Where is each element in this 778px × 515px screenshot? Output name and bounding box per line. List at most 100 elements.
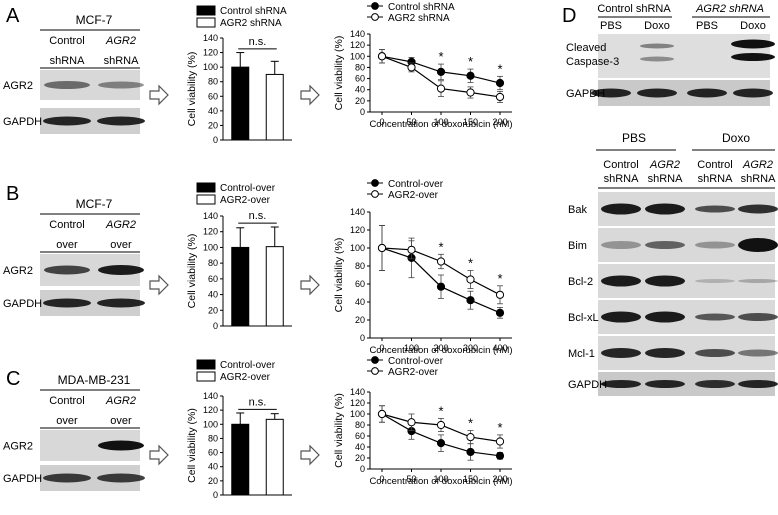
y-tick-label: 100 xyxy=(350,409,365,419)
blot-band xyxy=(601,241,641,249)
data-point-control xyxy=(466,296,475,305)
significance-star: * xyxy=(468,54,473,69)
significance-star: * xyxy=(438,403,443,418)
bar-control xyxy=(231,423,250,496)
y-tick-label: 100 xyxy=(350,243,365,253)
blot-band xyxy=(645,348,685,358)
y-tick-label: 20 xyxy=(208,305,218,315)
data-point-control xyxy=(495,78,505,88)
blot-band xyxy=(645,380,685,388)
bottom-lane-label: Control xyxy=(603,159,638,171)
blot-label-gapdh: GAPDH xyxy=(3,473,42,485)
y-tick-label: 0 xyxy=(213,490,218,500)
legend-label: AGR2 shRNA xyxy=(388,13,450,24)
blot-band-agr2 xyxy=(44,265,90,275)
blot-label-agr2: AGR2 xyxy=(3,80,33,92)
data-point-agr2 xyxy=(407,418,416,427)
data-point-control xyxy=(466,447,475,457)
x-axis-label: Concentration of doxorubicin (nM) xyxy=(369,119,512,130)
y-tick-label: 80 xyxy=(208,433,218,443)
bottom-lane-label: AGR2 xyxy=(742,159,773,171)
blot-band-caspase3 xyxy=(731,53,775,61)
cell-line-title-a: MCF-7 xyxy=(76,13,113,27)
y-tick-label: 140 xyxy=(203,391,218,401)
bar-agr2 xyxy=(265,418,284,496)
x-tick-label: 0 xyxy=(379,343,384,353)
bottom-lane-label: Control xyxy=(697,159,732,171)
data-point-agr2 xyxy=(436,257,446,266)
y-tick-label: 20 xyxy=(208,120,218,130)
panel-label-b: B xyxy=(6,183,19,205)
lane-label: over xyxy=(110,239,132,251)
blot-label-caspase3: Caspase-3 xyxy=(566,56,619,68)
blot-band xyxy=(695,205,735,213)
blot-band xyxy=(645,241,685,249)
y-tick-label: 140 xyxy=(350,29,365,39)
blot-band xyxy=(695,349,735,357)
y-tick-label: 100 xyxy=(350,51,365,61)
lane-label: AGR2 xyxy=(105,219,136,231)
top-group-agr2: AGR2 shRNA xyxy=(695,3,764,15)
legend-marker xyxy=(371,2,379,10)
y-tick-label: 40 xyxy=(208,290,218,300)
y-tick-label: 20 xyxy=(355,453,365,463)
data-point-agr2 xyxy=(466,275,475,284)
blot-label-bcl-2: Bcl-2 xyxy=(568,276,593,288)
y-tick-label: 20 xyxy=(355,96,365,106)
data-point-control xyxy=(436,439,446,448)
data-point-agr2 xyxy=(466,88,475,97)
y-tick-label: 120 xyxy=(203,48,218,58)
ns-label: n.s. xyxy=(249,210,267,222)
arrow-icon xyxy=(149,274,169,296)
x-tick-label: 200 xyxy=(433,343,448,353)
bottom-lane-label: shRNA xyxy=(604,173,640,185)
legend-label: Control-over xyxy=(388,179,444,190)
y-tick-label: 0 xyxy=(360,107,365,117)
y-tick-label: 120 xyxy=(203,405,218,415)
data-point-agr2 xyxy=(436,84,446,93)
arrow-icon xyxy=(149,444,169,466)
data-point-agr2 xyxy=(495,290,505,299)
blot-band-gapdh xyxy=(687,88,727,98)
bar-control xyxy=(231,246,250,327)
legend-marker xyxy=(371,190,379,198)
blot-label-gapdh: GAPDH xyxy=(3,298,42,310)
y-axis-label: Cell viability (%) xyxy=(333,36,345,111)
blot-band-gapdh xyxy=(591,88,631,98)
significance-star: * xyxy=(468,416,473,431)
data-point-agr2 xyxy=(377,409,387,419)
y-tick-label: 80 xyxy=(355,420,365,430)
data-point-agr2 xyxy=(436,420,446,430)
y-tick-label: 60 xyxy=(355,431,365,441)
arrow-icon xyxy=(300,444,320,466)
lane-label: Control xyxy=(49,219,84,231)
panel-label-a: A xyxy=(6,5,20,27)
x-tick-label: 200 xyxy=(492,117,507,127)
bottom-lane-label: shRNA xyxy=(648,173,684,185)
chart-a-bar: 0 20 40 60 80 100 120 140 Cell viability (%) Cont… xyxy=(186,5,292,145)
blot-band xyxy=(601,311,641,323)
top-lane-label: PBS xyxy=(696,20,718,32)
blot-band-agr2 xyxy=(98,265,144,275)
chart-c-bar: 0 20 40 60 80 100 120 140 Cell viability (%) Cont… xyxy=(186,359,292,500)
top-lane-label: PBS xyxy=(600,20,622,32)
blot-band xyxy=(601,203,641,215)
blot-label-bcl-xl: Bcl-xL xyxy=(568,312,599,324)
x-tick-label: 400 xyxy=(492,343,507,353)
legend-label: AGR2-over xyxy=(220,195,271,206)
data-point-control xyxy=(495,308,505,317)
y-tick-label: 120 xyxy=(350,398,365,408)
y-tick-label: 0 xyxy=(213,321,218,331)
lane-label: AGR2 xyxy=(105,395,136,407)
arrow-icon xyxy=(300,274,320,296)
legend-swatch xyxy=(196,194,216,205)
y-tick-label: 100 xyxy=(203,62,218,72)
lane-label: shRNA xyxy=(50,55,86,67)
blot-band-gapdh xyxy=(637,88,677,98)
y-tick-label: 100 xyxy=(203,242,218,252)
arrow-icon xyxy=(149,84,169,106)
arrow-icon xyxy=(300,84,320,106)
x-tick-label: 100 xyxy=(404,343,419,353)
